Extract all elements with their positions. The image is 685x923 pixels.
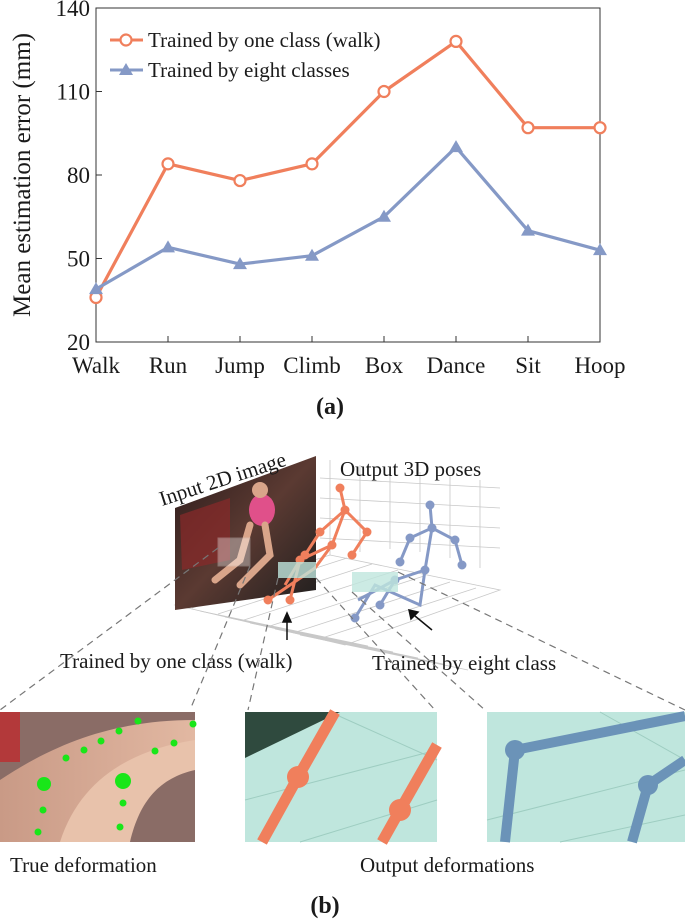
y-axis-label: Mean estimation error (mm) [9,33,36,317]
x-tick-label: Dance [427,353,486,378]
data-point-triangle [593,243,607,256]
legend: Trained by one class (walk) Trained by e… [110,28,381,82]
data-point-triangle [377,209,391,222]
y-axis-ticks: 20 50 80 110 140 [56,0,102,355]
x-tick-label: Run [149,353,188,378]
legend-label-eight-classes: Trained by eight classes [148,58,350,82]
series-line-eight-classes [95,145,601,291]
output-poses-label: Output 3D poses [340,457,481,481]
true-deformation-label: True deformation [10,853,157,877]
y-tick-label: 80 [67,163,90,188]
y-tick-label: 50 [67,247,90,272]
x-tick-label: Box [365,353,404,378]
panel-b-label: (b) [310,893,339,919]
data-point-circle [377,84,391,99]
zoom-panel-orange-output [244,709,442,845]
data-point-circle [161,157,175,171]
zoom-panel-true-deformation [0,712,197,842]
series-layer [89,34,607,305]
line-chart: 20 50 80 110 140 Walk Run Jump Climb Box Dance Sit… [9,0,626,420]
data-point-triangle [233,257,247,270]
data-point-circle [449,34,463,49]
eight-class-label: Trained by eight class [372,651,556,675]
zoom-connectors [0,547,685,711]
orange-skeleton [263,483,372,605]
output-deformations-label: Output deformations [360,853,534,877]
y-tick-label: 140 [56,0,91,21]
zoom-box-blue [352,572,398,592]
legend-marker-triangle [119,63,133,75]
data-point-circle [593,121,607,135]
data-point-triangle [521,223,535,236]
blue-skeleton [350,500,467,623]
panel-b-illustration: Input 2D image Output 3D poses Trained b… [0,447,685,919]
data-point-triangle [449,140,463,153]
legend-label-one-class: Trained by one class (walk) [148,28,381,52]
data-point-triangle [161,240,175,253]
x-tick-label: Walk [72,353,120,378]
zoom-box-orange [278,562,316,578]
data-point-circle [521,121,535,135]
data-point-circle [305,157,319,171]
pointer-arrows [281,609,433,640]
y-tick-label: 20 [67,330,90,355]
x-tick-label: Sit [515,353,541,378]
data-point-triangle [89,282,103,295]
series-line-one-class [94,39,600,299]
data-point-triangle [305,248,319,261]
x-axis-ticks: Walk Run Jump Climb Box Dance Sit Hoop [72,336,626,378]
zoom-panel-blue-output [486,711,685,844]
y-tick-label: 110 [56,80,90,105]
panel-a-label: (a) [316,394,344,420]
x-tick-label: Climb [283,353,341,378]
data-point-circle [233,173,247,188]
legend-marker-circle [119,33,133,47]
one-class-label: Trained by one class (walk) [60,649,293,673]
x-tick-label: Hoop [574,353,625,378]
x-tick-label: Jump [215,353,265,378]
